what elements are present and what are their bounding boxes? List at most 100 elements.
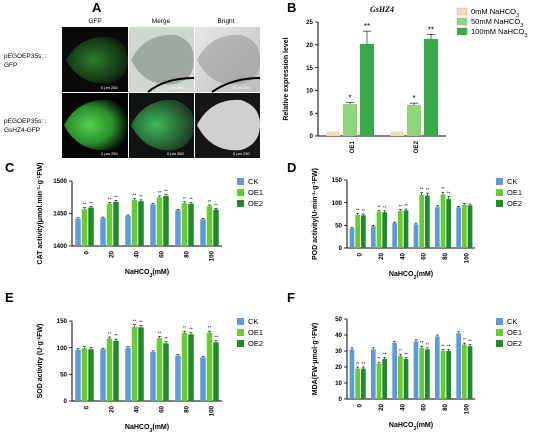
- x-tick-label-d-5: 100: [463, 252, 470, 263]
- bar-f-1-2: [397, 355, 403, 399]
- sig-mark-e-2-1: **: [114, 333, 118, 338]
- bar-e-0-3: [150, 351, 156, 401]
- y-axis-label-f: MDA(FW·μmol·g-1FW): [311, 323, 320, 395]
- sig-mark-f-2-3: **: [426, 342, 430, 347]
- sig-mark-f-1-2: **: [399, 348, 403, 353]
- bar-e-2-5: [213, 342, 219, 401]
- sig-mark-d-1-1: **: [377, 204, 381, 209]
- legend-label-d-1: OE1: [507, 188, 522, 197]
- x-tick-label-c-0: 0: [84, 250, 91, 254]
- legend-label-f-0: CK: [507, 317, 517, 326]
- sig-mark-e-1-5: **: [208, 325, 212, 330]
- legend-swatch-d-2: [496, 200, 503, 207]
- legend-label-e-2: OE2: [248, 339, 263, 348]
- legend-label-f-1: OE1: [507, 328, 522, 337]
- sig-mark-c-1-3: **: [158, 190, 162, 195]
- chart-title-b: GsHZ4: [370, 5, 394, 14]
- y-tick-label-f-2: 20: [335, 364, 342, 371]
- x-tick-label-b-1: OE2: [413, 140, 420, 153]
- bar-c-2-5: [213, 209, 219, 246]
- row-label-gshz4-line1: pEGOEP35s: :: [4, 118, 47, 125]
- bar-c-0-5: [200, 219, 206, 246]
- legend-label-e-1: OE1: [248, 328, 263, 337]
- y-tick-label-b-4: 20: [306, 42, 313, 49]
- x-tick-label-c-2: 40: [134, 250, 141, 257]
- legend-label-e-0: CK: [248, 317, 258, 326]
- y-tick-label-b-1: 5: [310, 110, 314, 117]
- sig-mark-d-2-4: **: [447, 190, 451, 195]
- y-axis-label-e: SOD activity (U·g-1FW): [36, 324, 45, 399]
- scale-label-r2-gfp: 0 μm 250: [101, 151, 119, 156]
- bar-c-1-0: [81, 208, 88, 246]
- bar-f-2-3: [425, 349, 430, 399]
- y-tick-label-e-1: 50: [60, 372, 67, 379]
- sig-mark-c-2-5: **: [214, 202, 218, 207]
- bar-f-2-2: [403, 359, 409, 399]
- bar-f-0-3: [413, 341, 419, 399]
- bar-f-2-1: [382, 359, 388, 399]
- y-tick-label-b-2: 10: [306, 88, 313, 95]
- chart-b: B GsHZ4 0 5 10 15 20 25 Relative expression leve…: [283, 0, 527, 153]
- y-tick-label-c-2: 1500: [53, 178, 67, 185]
- bar-f-0-4: [434, 336, 440, 399]
- x-tick-label-c-5: 100: [209, 250, 216, 261]
- bar-b-1-1: [407, 104, 421, 136]
- bar-e-2-3: [163, 343, 169, 401]
- bar-b-1-0: [343, 104, 357, 136]
- y-tick-label-e-0: 0: [64, 398, 68, 405]
- y-tick-label-d-0: 0: [339, 245, 343, 252]
- bar-d-2-0: [361, 215, 366, 248]
- bar-e-0-1: [100, 349, 106, 401]
- bar-c-1-1: [106, 203, 113, 246]
- bright-cut-line-row1: [211, 77, 261, 93]
- bar-e-2-0: [88, 349, 94, 401]
- bar-d-0-0: [349, 228, 355, 248]
- scale-label-r1-gfp: 0 μm 250: [101, 85, 119, 90]
- panel-letter-f: F: [287, 290, 295, 305]
- bar-b-0-1: [390, 131, 404, 136]
- bar-c-0-0: [75, 218, 81, 246]
- x-tick-label-f-2: 40: [399, 403, 406, 410]
- x-tick-label-b-0: OE1: [349, 140, 356, 153]
- bar-f-1-0: [355, 368, 361, 399]
- sig-mark-c-2-4: **: [189, 196, 193, 201]
- legend-label-f-2: OE2: [507, 339, 522, 348]
- bar-d-0-2: [392, 223, 397, 248]
- panel-letter-d: D: [287, 160, 296, 175]
- sig-mark-e-1-2: **: [133, 319, 137, 324]
- legend-label-c-1: OE1: [248, 188, 263, 197]
- legend-swatch-c-2: [237, 200, 244, 207]
- x-tick-label-f-4: 80: [442, 403, 449, 410]
- sig-mark-c-2-2: **: [139, 194, 143, 199]
- sig-mark-f-2-4: **: [447, 343, 451, 348]
- bar-e-2-2: [138, 327, 144, 401]
- x-tick-label-e-1: 20: [109, 405, 116, 412]
- bar-c-2-2: [138, 201, 144, 246]
- x-tick-label-d-4: 80: [442, 252, 449, 259]
- y-tick-label-e-2: 100: [57, 345, 68, 352]
- legend-label-b-1: 50mM NaHCO3: [471, 17, 523, 29]
- row-label-gfp-line2: GFP: [4, 62, 17, 69]
- bar-b-0-0: [326, 131, 340, 136]
- bar-b-2-0: [360, 43, 374, 136]
- sig-mark-c-1-2: **: [133, 193, 137, 198]
- bar-c-1-2: [131, 199, 138, 246]
- sig-mark-b-1-1: *: [412, 94, 415, 103]
- scale-label-r1-bright: 0 μm 250: [233, 85, 251, 90]
- bar-d-2-4: [446, 199, 452, 248]
- sig-mark-c-1-4: **: [183, 196, 187, 201]
- x-tick-label-d-0: 0: [357, 252, 364, 256]
- bar-e-2-1: [113, 340, 119, 401]
- x-tick-label-e-5: 100: [209, 405, 216, 416]
- x-tick-label-e-3: 60: [159, 405, 166, 412]
- bar-e-1-2: [131, 326, 138, 401]
- legend-swatch-d-0: [496, 178, 503, 185]
- sig-mark-c-1-1: **: [108, 196, 112, 201]
- gfp-signal-row1: [66, 36, 128, 84]
- x-tick-label-d-2: 40: [399, 252, 406, 259]
- y-tick-label-d-2: 100: [332, 200, 343, 207]
- y-tick-label-b-3: 15: [306, 65, 313, 72]
- bar-f-0-0: [349, 349, 355, 399]
